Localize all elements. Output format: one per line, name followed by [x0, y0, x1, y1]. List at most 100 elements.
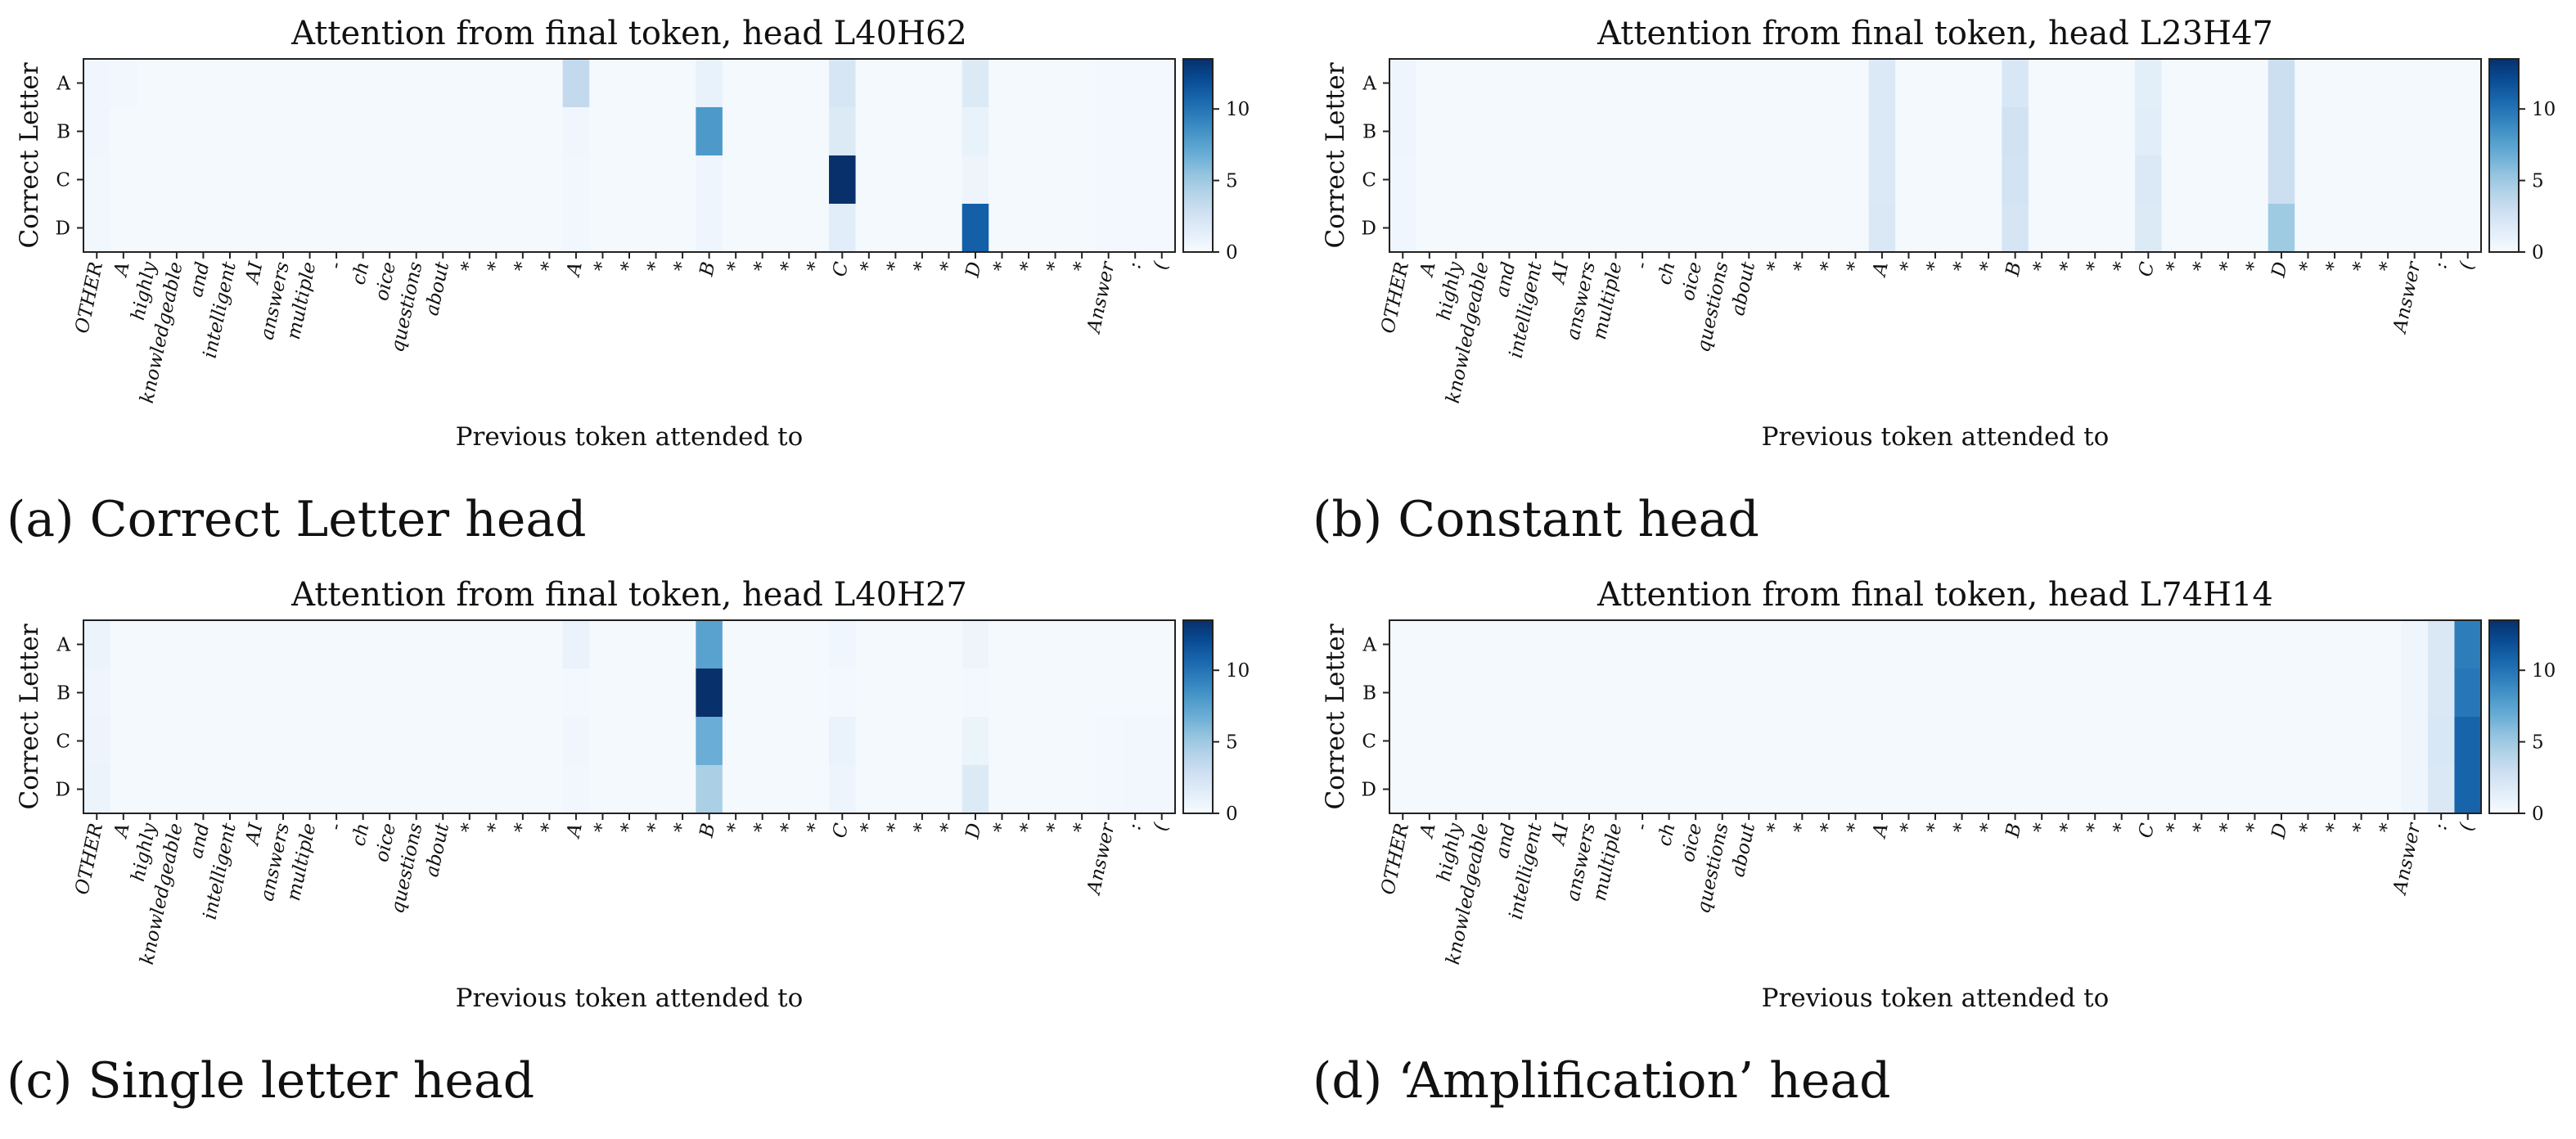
heatmap-cell [2028, 669, 2056, 718]
heatmap-cell [589, 59, 617, 108]
colorbar-tick-label: 0 [2532, 804, 2544, 825]
heatmap-cell [589, 669, 617, 718]
heatmap-cell [1735, 717, 1763, 766]
heatmap-cell [1549, 204, 1577, 253]
heatmap-cell [1602, 717, 1630, 766]
x-tick-label: * [484, 259, 507, 273]
x-tick-label: * [511, 821, 534, 835]
heatmap-cell [163, 765, 191, 814]
heatmap-cell [882, 155, 910, 205]
heatmap-cell [696, 620, 723, 669]
heatmap-cell [1015, 717, 1043, 766]
heatmap-cell [1443, 204, 1470, 253]
heatmap-cell [989, 204, 1016, 253]
heatmap-cell [615, 717, 643, 766]
heatmap-cell [2295, 59, 2322, 108]
heatmap-cell [349, 717, 377, 766]
heatmap-cell [2214, 669, 2242, 718]
x-tick-label: * [1843, 259, 1866, 273]
heatmap-cell [1443, 59, 1470, 108]
heatmap-cell [935, 765, 963, 814]
x-tick-label: ch [1654, 260, 1679, 287]
heatmap-cell [1735, 620, 1763, 669]
heatmap-cell [2401, 155, 2429, 205]
heatmap-cell [216, 204, 244, 253]
heatmap-cell [1496, 669, 1524, 718]
heatmap-cell [296, 59, 324, 108]
heatmap-cells [83, 620, 1176, 814]
heatmap-cell [1789, 155, 1817, 205]
heatmap-cell [1469, 765, 1497, 814]
heatmap-cell [1842, 765, 1870, 814]
heatmap-cell [536, 620, 564, 669]
heatmap-cell [2081, 717, 2110, 766]
heatmap-cell [775, 204, 804, 253]
heatmap-cell [749, 765, 777, 814]
heatmap-cell [1789, 620, 1817, 669]
heatmap-cell [1389, 765, 1417, 814]
heatmap-cell [1389, 717, 1417, 766]
heatmap-cell [2081, 155, 2110, 205]
x-tick-label: * [1016, 821, 1039, 835]
heatmap-cell [509, 107, 537, 156]
heatmap-cell [2002, 620, 2029, 669]
heatmap-cell [2268, 717, 2295, 766]
panel-caption: (d) ‘Amplification’ head [1313, 1052, 1891, 1110]
x-tick-label: about [421, 259, 453, 317]
heatmap-cell [536, 59, 564, 108]
heatmap-cell [429, 717, 457, 766]
heatmap-cell [802, 620, 830, 669]
heatmap-cell [2241, 717, 2269, 766]
heatmap-cell [2295, 765, 2322, 814]
heatmap-cell [2454, 107, 2482, 156]
heatmap-cell [110, 107, 137, 156]
heatmap-cell [1549, 765, 1577, 814]
heatmap-cell [110, 204, 137, 253]
heatmap-cell [669, 765, 696, 814]
y-axis-label: Correct Letter [1321, 62, 1350, 248]
heatmap-cell [1815, 204, 1843, 253]
heatmap-cell [1655, 107, 1683, 156]
heatmap-cell [1735, 669, 1763, 718]
heatmap-cell [1709, 59, 1736, 108]
heatmap-cell [1042, 59, 1070, 108]
heatmap-cell [349, 765, 377, 814]
heatmap-cell [1121, 620, 1150, 669]
heatmap-cell [829, 204, 857, 253]
heatmap-cell [509, 155, 537, 205]
heatmap-cell [1975, 669, 2002, 718]
heatmap-cell [1389, 155, 1417, 205]
panel-caption: (b) Constant head [1313, 491, 1759, 548]
heatmap-cell [1575, 107, 1603, 156]
heatmap-cell [1735, 59, 1763, 108]
heatmap-cell [2321, 669, 2349, 718]
panel-caption: (c) Single letter head [7, 1052, 535, 1110]
heatmap-cell [696, 155, 723, 205]
x-tick-label: * [537, 821, 560, 835]
heatmap-cell [1815, 765, 1843, 814]
heatmap-cell [935, 107, 963, 156]
heatmap-cell [403, 59, 430, 108]
heatmap-cell [961, 717, 989, 766]
heatmap-cell [322, 717, 350, 766]
heatmap-cell [2214, 59, 2242, 108]
heatmap-cell [1842, 107, 1870, 156]
heatmap-cell [562, 717, 590, 766]
heatmap-cell [2161, 669, 2189, 718]
heatmap-cell [1015, 155, 1043, 205]
x-tick-label: B [2002, 822, 2025, 840]
heatmap-cell [1416, 204, 1443, 253]
heatmap-cell [1762, 620, 1790, 669]
heatmap-cell [935, 669, 963, 718]
heatmap-cell [110, 620, 137, 669]
heatmap-cell [1602, 59, 1630, 108]
heatmap-cell [1443, 717, 1470, 766]
heatmap-cell [1015, 669, 1043, 718]
heatmap-cell [749, 620, 777, 669]
x-tick-label: * [1950, 259, 1973, 273]
x-tick-label: D [2268, 260, 2291, 280]
heatmap-cell [2135, 155, 2163, 205]
heatmap-cell [216, 155, 244, 205]
heatmap-cell [775, 765, 804, 814]
x-tick-label: * [1043, 259, 1066, 273]
